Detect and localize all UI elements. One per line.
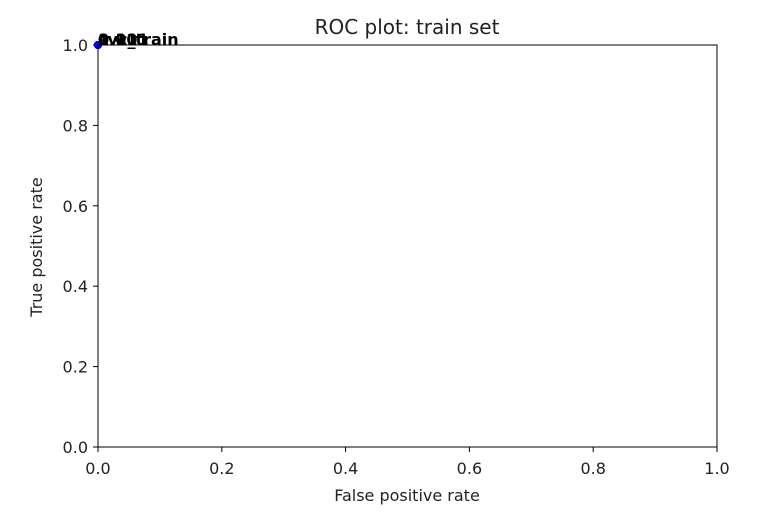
point-annotation: 0.01 — [98, 30, 137, 49]
y-tick-label: 1.0 — [63, 36, 88, 55]
point-annotation: 0.001 — [98, 30, 149, 49]
y-tick-label: 0.6 — [63, 197, 88, 216]
x-tick-label: 0.2 — [209, 459, 234, 478]
y-axis-label: True positive rate — [27, 177, 46, 317]
axis-ticks: 0.0 0.2 0.4 0.6 0.8 1.0 0.0 0.2 0.4 0.6 0.8 1.0 — [63, 36, 730, 478]
x-tick-label: 0.4 — [333, 459, 358, 478]
point-annotation: 1 — [98, 30, 109, 49]
x-tick-label: 0.0 — [85, 459, 110, 478]
x-tick-label: 1.0 — [704, 459, 729, 478]
y-tick-label: 0.8 — [63, 116, 88, 135]
x-tick-label: 0.6 — [457, 459, 482, 478]
y-tick-label: 0.0 — [63, 438, 88, 457]
y-tick-label: 0.2 — [63, 358, 88, 377]
y-tick-label: 0.4 — [63, 277, 88, 296]
point-annotation: svc_train — [98, 30, 179, 49]
x-tick-label: 0.8 — [580, 459, 605, 478]
chart-title: ROC plot: train set — [315, 15, 500, 39]
x-axis-label: False positive rate — [334, 486, 480, 505]
plot-frame — [97, 44, 718, 448]
point-annotation: 0.1 — [98, 30, 126, 49]
